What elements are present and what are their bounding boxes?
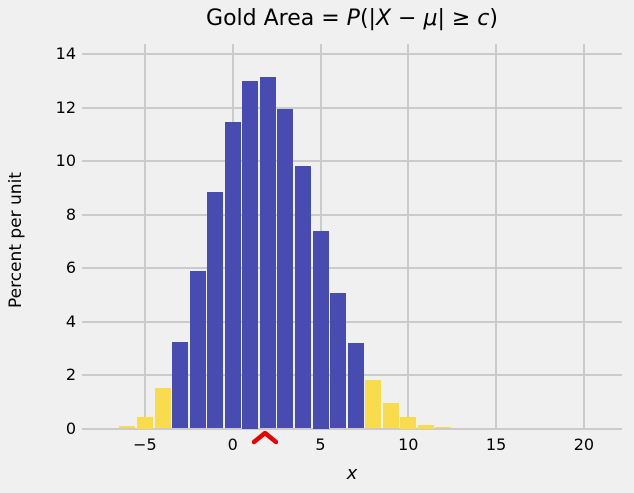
x-tick-−5: −5 — [133, 435, 157, 454]
histogram-bar-12 — [435, 427, 452, 429]
y-tick-14: 14 — [55, 44, 76, 63]
histogram-bar-7 — [347, 342, 364, 429]
histogram-bar--4 — [154, 388, 171, 429]
y-axis-label: Percent per unit — [6, 160, 30, 320]
histogram-bar--6 — [119, 425, 136, 429]
gridline-y-10 — [82, 160, 622, 162]
gridline-x-20 — [582, 44, 585, 429]
chart-title-part: Gold Area = — [206, 6, 347, 31]
histogram-bar--3 — [172, 341, 188, 429]
y-tick-2: 2 — [65, 365, 76, 384]
chart-title: Gold Area = P(|X − μ| ≥ c) — [82, 6, 622, 31]
histogram-bar--5 — [136, 416, 153, 429]
histogram-bar-3 — [277, 108, 294, 429]
y-tick-12: 12 — [55, 97, 76, 117]
histogram-bar-5 — [312, 230, 329, 429]
gridline-x-15 — [495, 44, 498, 429]
chart-title-part: | ≥ — [437, 6, 478, 31]
mean-caret-marker-icon — [252, 431, 279, 445]
chart-title-part: − — [391, 6, 424, 31]
histogram-bar-4 — [295, 166, 311, 429]
gridline-y-12 — [82, 106, 622, 109]
chart-title-part: ) — [489, 6, 498, 31]
y-tick-10: 10 — [55, 151, 76, 170]
gridline-y-14 — [82, 53, 622, 55]
histogram-bar-11 — [417, 425, 434, 429]
histogram-bar-8 — [365, 380, 382, 429]
chart-title-part: X — [375, 6, 392, 31]
chart-title-part: c — [477, 6, 490, 31]
y-axis-label-text: Percent per unit — [6, 172, 26, 308]
y-tick-6: 6 — [65, 258, 76, 277]
x-tick-5: 5 — [315, 435, 326, 454]
y-tick-8: 8 — [65, 204, 76, 224]
y-tick-4: 4 — [65, 311, 76, 331]
histogram-bar-10 — [400, 416, 417, 429]
histogram-bar--2 — [189, 270, 206, 429]
x-axis-label: x — [82, 463, 622, 484]
x-tick-0: 0 — [227, 435, 238, 454]
gridline-y-6 — [82, 267, 622, 269]
histogram-bar-2 — [259, 76, 276, 429]
chart-title-part: μ — [423, 6, 438, 31]
gridline-x--5 — [143, 44, 146, 429]
histogram-bar--1 — [207, 191, 224, 429]
histogram-bar-6 — [330, 293, 347, 429]
x-tick-20: 20 — [573, 435, 595, 454]
x-tick-10: 10 — [398, 435, 419, 454]
histogram-bar-9 — [382, 403, 399, 429]
chart-title-part: P — [346, 6, 360, 31]
gridline-y-0 — [82, 427, 622, 430]
x-axis-label-text: x — [346, 463, 358, 484]
gridline-y-8 — [82, 213, 622, 216]
gridline-y-4 — [82, 320, 622, 323]
x-tick-15: 15 — [485, 435, 507, 454]
y-tick-0: 0 — [65, 418, 76, 438]
gridline-x-10 — [407, 44, 410, 429]
chart-title-part: (| — [359, 6, 376, 31]
histogram-bar-1 — [242, 80, 259, 429]
histogram-bar-0 — [224, 122, 241, 429]
